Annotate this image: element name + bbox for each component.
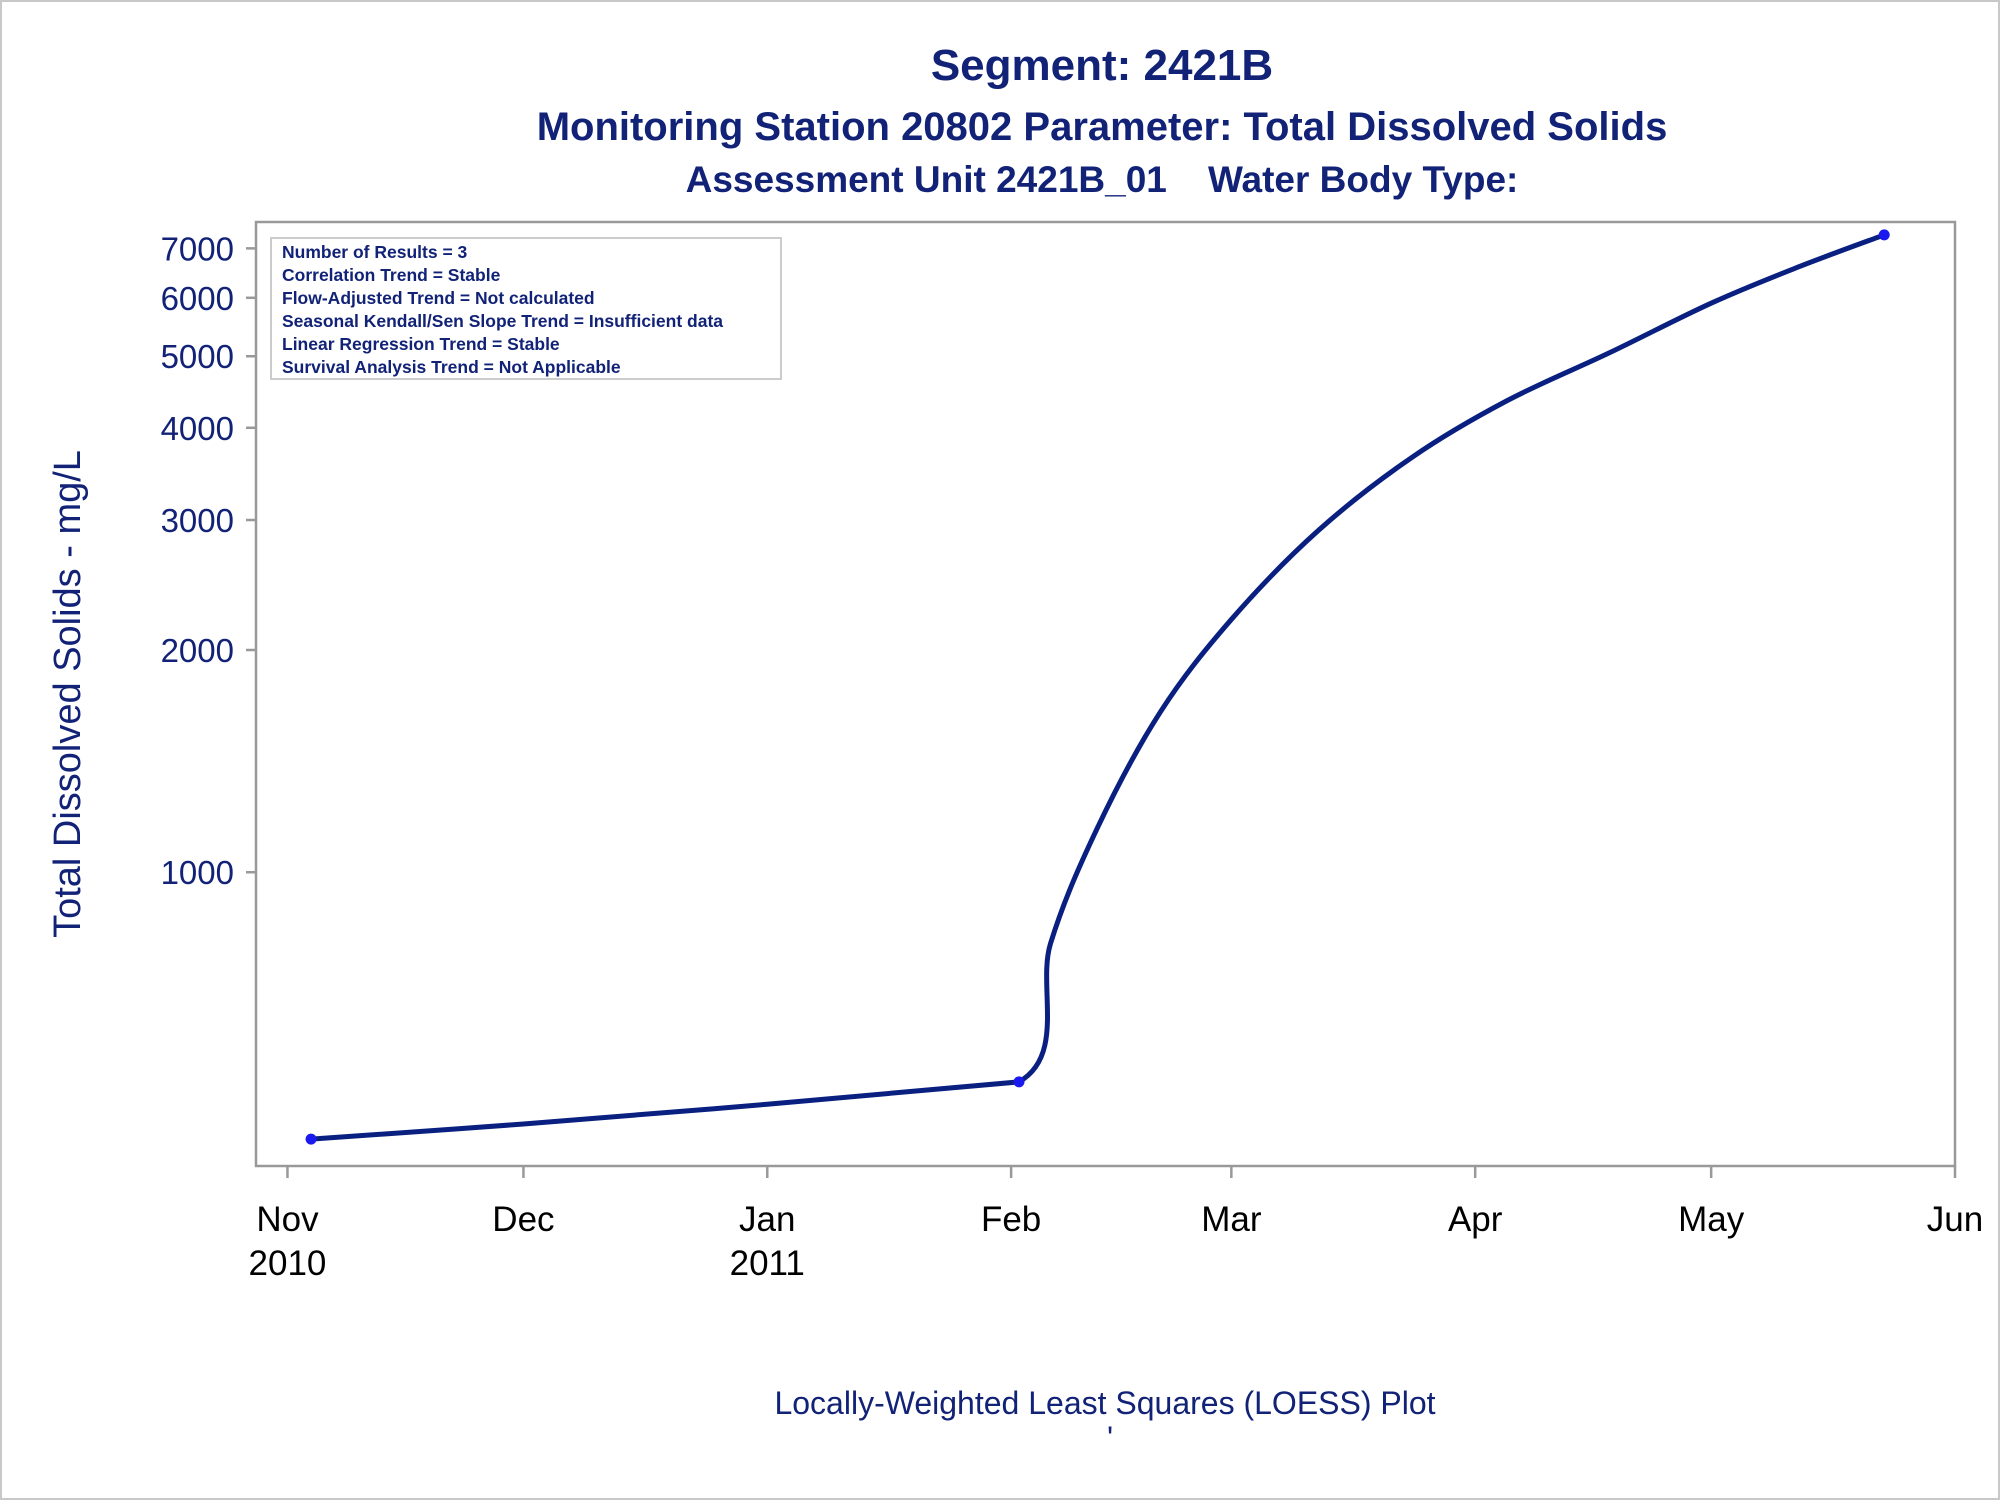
y-tick-label: 4000 — [161, 410, 234, 447]
y-tick-label: 5000 — [161, 338, 234, 375]
stats-box-border — [270, 237, 782, 380]
x-axis: Nov 2010 Dec Jan 2011 Feb Mar Apr May Jun — [249, 1166, 1983, 1283]
series-layer — [310, 232, 1886, 1142]
x-tick-label: Mar — [1201, 1200, 1262, 1239]
y-tick-label: 6000 — [161, 280, 234, 317]
x-tick-year-label: 2011 — [730, 1244, 805, 1283]
stat-correlation-trend: Correlation Trend = Stable — [282, 265, 501, 285]
y-axis: 1000 2000 3000 4000 5000 6000 7000 — [161, 230, 256, 891]
x-tick-label: Jun — [1927, 1200, 1983, 1239]
x-tick-year-label: 2010 — [249, 1244, 327, 1283]
x-tick-label: Apr — [1448, 1200, 1503, 1239]
x-tick-label: Jan — [739, 1200, 795, 1239]
y-tick-label: 3000 — [161, 502, 234, 539]
y-tick-label: 2000 — [161, 632, 234, 669]
stat-seasonal-kendall-trend: Seasonal Kendall/Sen Slope Trend = Insuf… — [282, 311, 723, 331]
observation-point — [305, 1133, 317, 1145]
stat-flow-adjusted-trend: Flow-Adjusted Trend = Not calculated — [282, 288, 595, 308]
y-tick-label: 1000 — [161, 854, 234, 891]
observation-point — [1878, 229, 1890, 241]
x-tick-label: May — [1678, 1200, 1745, 1239]
chart-title: Segment: 2421B — [931, 41, 1273, 90]
footnote-method: Locally-Weighted Least Squares (LOESS) P… — [774, 1385, 1435, 1421]
y-tick-label: 7000 — [161, 230, 234, 267]
x-tick-label: Nov — [256, 1200, 319, 1239]
chart-subtitle-station: Monitoring Station 20802 Parameter: Tota… — [537, 105, 1668, 149]
footnote-mark: ' — [1107, 1420, 1113, 1456]
stat-survival-analysis-trend: Survival Analysis Trend = Not Applicable — [282, 357, 621, 377]
observation-points — [305, 229, 1890, 1145]
x-tick-label: Dec — [492, 1200, 554, 1239]
chart-subtitle-assessment: Assessment Unit 2421B_01 Water Body Type… — [686, 159, 1519, 200]
stat-number-of-results: Number of Results = 3 — [282, 242, 468, 262]
stats-box: Number of Results = 3 Correlation Trend … — [270, 237, 782, 380]
observation-point — [1013, 1076, 1025, 1088]
loess-curve — [310, 232, 1886, 1142]
x-tick-label: Feb — [981, 1200, 1041, 1239]
y-axis-label: Total Dissolved Solids - mg/L — [47, 450, 89, 938]
stat-linear-regression-trend: Linear Regression Trend = Stable — [282, 334, 560, 354]
